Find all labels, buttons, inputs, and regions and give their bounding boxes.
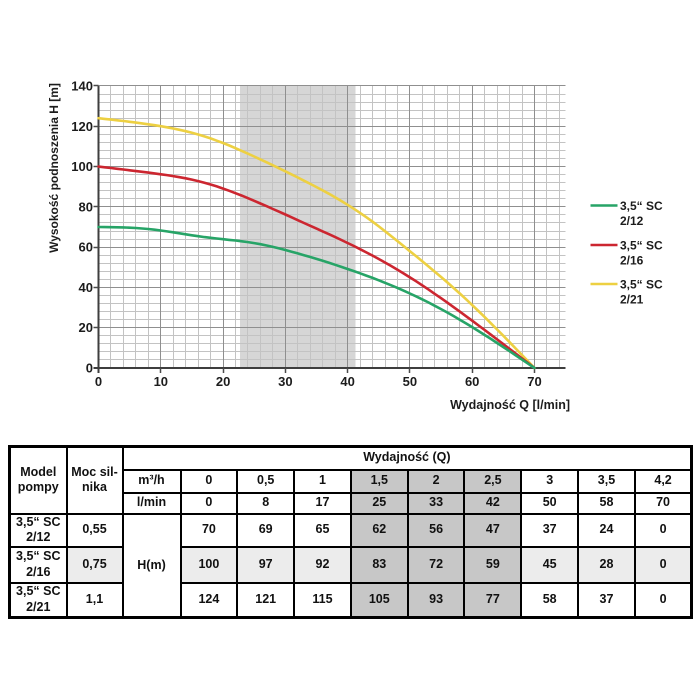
svg-text:2/12: 2/12 [620,214,644,228]
svg-text:140: 140 [71,79,93,94]
svg-text:70: 70 [527,374,541,389]
svg-text:0: 0 [86,361,93,376]
svg-text:10: 10 [154,374,168,389]
svg-text:20: 20 [216,374,230,389]
svg-text:Wydajność Q [l/min]: Wydajność Q [l/min] [450,398,570,412]
svg-text:60: 60 [465,374,479,389]
svg-text:20: 20 [79,320,93,335]
svg-text:60: 60 [79,240,93,255]
svg-text:50: 50 [403,374,417,389]
svg-text:3,5“ SC: 3,5“ SC [620,278,663,292]
svg-text:Wysokość podnoszenia H [m]: Wysokość podnoszenia H [m] [47,83,61,253]
svg-text:100: 100 [71,159,93,174]
svg-text:3,5“ SC: 3,5“ SC [620,239,663,253]
svg-text:120: 120 [71,119,93,134]
svg-text:0: 0 [95,374,102,389]
svg-text:2/21: 2/21 [620,293,644,307]
svg-text:3,5“ SC: 3,5“ SC [620,199,663,213]
svg-text:30: 30 [278,374,292,389]
svg-text:2/16: 2/16 [620,254,644,268]
svg-text:80: 80 [79,199,93,214]
svg-text:40: 40 [340,374,354,389]
svg-text:40: 40 [79,280,93,295]
